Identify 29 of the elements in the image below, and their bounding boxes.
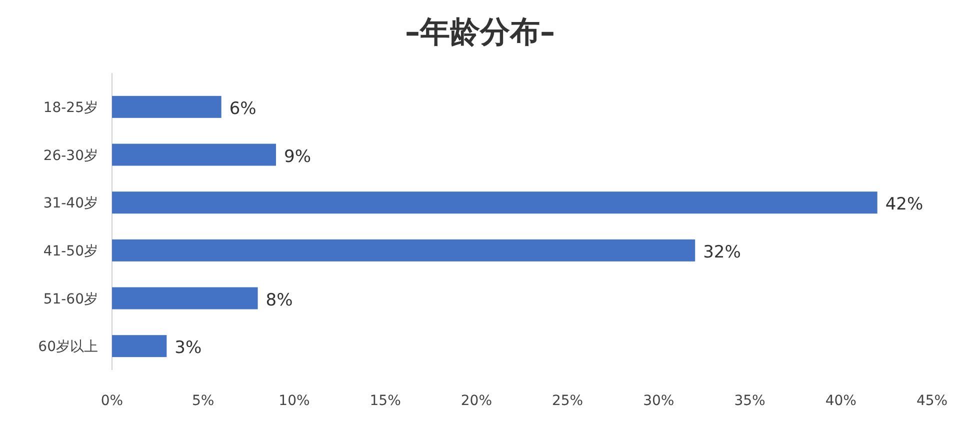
y-tick-label: 60岁以上 [38, 339, 98, 356]
data-label: 6% [229, 98, 256, 119]
x-tick-label: 25% [552, 393, 584, 409]
x-tick-label: 20% [460, 393, 492, 409]
data-label: 42% [885, 194, 924, 215]
x-tick-label: 10% [278, 393, 310, 409]
bar [112, 335, 167, 358]
x-tick-label: 15% [370, 393, 401, 409]
y-tick-label: 26-30岁 [43, 148, 98, 164]
bar [112, 96, 222, 118]
data-label: 3% [174, 338, 202, 358]
bar [112, 239, 696, 262]
x-tick-label: 40% [825, 393, 856, 409]
x-tick-label: 0% [100, 393, 124, 409]
bar [112, 287, 258, 310]
data-label: 32% [703, 242, 741, 262]
x-tick-label: 35% [734, 393, 766, 409]
y-tick-label: 41-50岁 [43, 243, 98, 260]
data-label: 9% [284, 146, 311, 167]
data-label: 8% [266, 290, 293, 310]
y-tick-label: 18-25岁 [43, 100, 98, 116]
x-tick-label: 30% [643, 393, 674, 409]
y-tick-label: 51-60岁 [43, 291, 98, 308]
bar [112, 192, 878, 214]
x-tick-label: 5% [192, 393, 214, 409]
bar [112, 144, 276, 166]
chart-title: –年龄分布– [405, 15, 555, 50]
x-tick-label: 45% [916, 393, 948, 409]
y-tick-label: 31-40岁 [43, 196, 98, 212]
